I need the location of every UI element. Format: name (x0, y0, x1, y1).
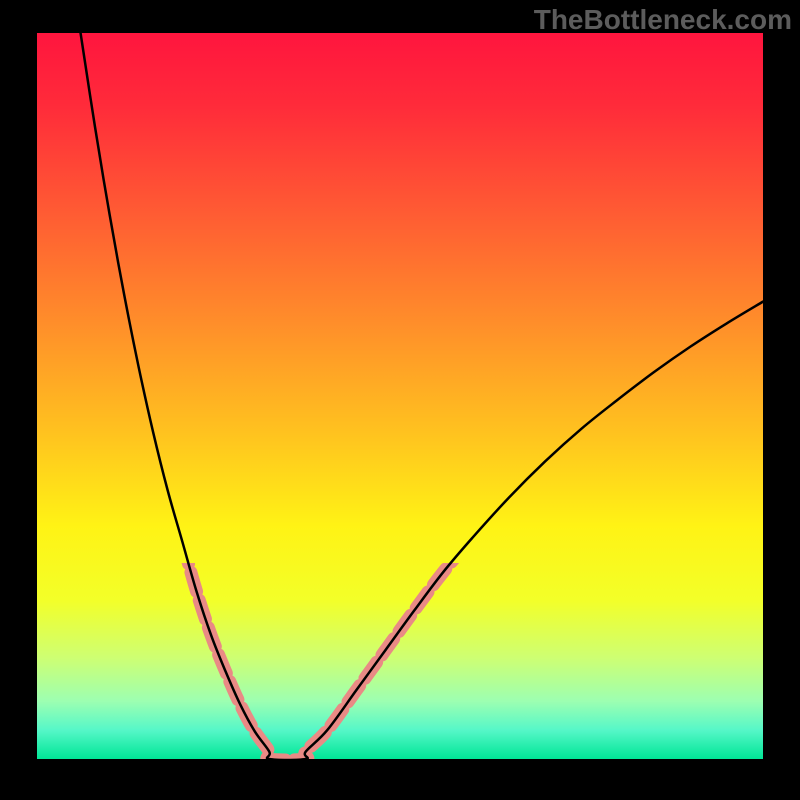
watermark-text: TheBottleneck.com (534, 4, 792, 36)
chart-canvas: TheBottleneck.com (0, 0, 800, 800)
plot-area (37, 33, 763, 759)
